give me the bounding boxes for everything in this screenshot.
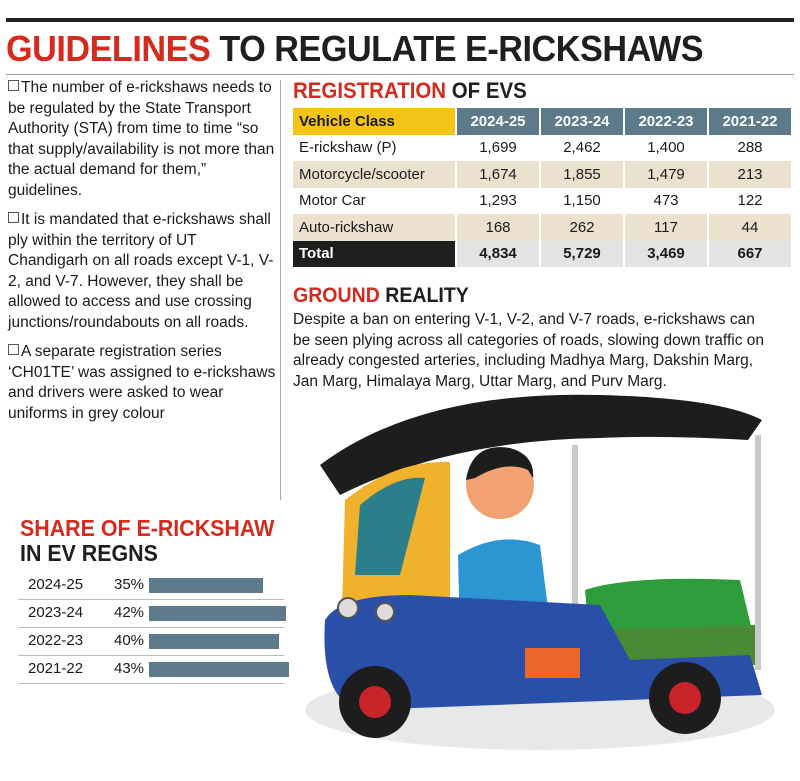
page-title: GUIDELINES TO REGULATE E-RICKSHAWS: [6, 28, 704, 70]
ground-title-dark: REALITY: [385, 284, 469, 307]
column-divider: [280, 80, 281, 500]
share-title-dark: IN EV REGNS: [20, 540, 158, 566]
registration-title-red: REGISTRATION: [293, 78, 447, 103]
bullet-text: It is mandated that e-rickshaws shall pl…: [8, 211, 274, 331]
table-cell: 168: [456, 214, 541, 241]
column-header-year: 2021-22: [708, 108, 793, 135]
column-header-year: 2023-24: [540, 108, 625, 135]
share-bar: [149, 606, 286, 621]
share-percent-label: 43%: [114, 660, 145, 677]
bullet-square-icon: [8, 212, 19, 223]
table-cell: 122: [708, 187, 793, 214]
total-cell: 5,729: [540, 240, 625, 267]
ground-title-red: GROUND: [293, 284, 380, 307]
table-row: Auto-rickshaw 168 262 117 44: [293, 214, 793, 241]
share-bar: [149, 634, 280, 649]
row-label: Motor Car: [293, 187, 457, 214]
table-cell: 288: [708, 134, 793, 161]
share-year-label: 2023-24: [28, 604, 84, 621]
title-red-part: GUIDELINES: [6, 28, 211, 69]
share-year-label: 2022-23: [28, 632, 84, 649]
share-bar: [149, 578, 263, 593]
table-cell: 1,699: [456, 134, 541, 161]
table-cell: 1,855: [540, 161, 625, 188]
share-percent-label: 35%: [114, 576, 145, 593]
table-row: Motor Car 1,293 1,150 473 122: [293, 187, 793, 214]
title-dark-part: TO REGULATE E-RICKSHAWS: [219, 28, 704, 69]
share-section-title: SHARE OF E-RICKSHAW IN EV REGNS: [20, 516, 274, 566]
table-cell: 473: [624, 187, 709, 214]
table-cell: 213: [708, 161, 793, 188]
share-percent-label: 40%: [114, 632, 145, 649]
share-percent-label: 42%: [114, 604, 145, 621]
share-bar-chart: 2024-25 35% 2023-24 42% 2022-23 40% 2021-22 43%: [18, 572, 289, 684]
registration-table: Vehicle Class 2024-25 2023-24 2022-23 2021-2…: [293, 108, 793, 267]
bullet-text: The number of e-rickshaws needs to be re…: [8, 79, 275, 199]
total-cell: 667: [708, 240, 793, 267]
total-cell: 4,834: [456, 240, 541, 267]
row-label: Auto-rickshaw: [293, 214, 457, 241]
row-label: Motorcycle/scooter: [293, 161, 457, 188]
share-bar: [149, 662, 289, 677]
table-body: E-rickshaw (P) 1,699 2,462 1,400 288 Motorcyc…: [293, 134, 793, 267]
column-header-vehicle-class: Vehicle Class: [293, 108, 457, 135]
bullet-text: A separate registration series ‘CH01TE’ …: [8, 343, 276, 422]
title-rule: [6, 74, 794, 75]
share-title-red: SHARE OF E-RICKSHAW: [20, 515, 275, 541]
share-row: 2022-23 40%: [18, 628, 284, 656]
table-cell: 1,400: [624, 134, 709, 161]
table-cell: 1,479: [624, 161, 709, 188]
share-row: 2021-22 43%: [18, 656, 289, 684]
registration-section-title: REGISTRATION OF EVS: [293, 78, 527, 104]
bullet-square-icon: [8, 80, 19, 91]
table-cell: 262: [540, 214, 625, 241]
guideline-bullet: The number of e-rickshaws needs to be re…: [8, 78, 276, 201]
table-cell: 1,293: [456, 187, 541, 214]
table-cell: 117: [624, 214, 709, 241]
row-label: E-rickshaw (P): [293, 134, 457, 161]
table-cell: 1,150: [540, 187, 625, 214]
registration-title-dark: OF EVS: [451, 78, 527, 103]
table-cell: 2,462: [540, 134, 625, 161]
top-rule: [6, 18, 794, 22]
total-row: Total 4,834 5,729 3,469 667: [293, 240, 793, 267]
e-rickshaw-illustration: [305, 394, 775, 750]
table-cell: 44: [708, 214, 793, 241]
total-cell: 3,469: [624, 240, 709, 267]
ground-reality-text: Despite a ban on entering V-1, V-2, and …: [293, 311, 765, 390]
table-header-row: Vehicle Class 2024-25 2023-24 2022-23 2021-2…: [293, 108, 793, 135]
guideline-bullet: It is mandated that e-rickshaws shall pl…: [8, 210, 276, 333]
total-label: Total: [293, 240, 457, 267]
column-header-year: 2022-23: [624, 108, 709, 135]
guidelines-column: The number of e-rickshaws needs to be re…: [8, 78, 276, 433]
share-row: 2023-24 42%: [18, 600, 286, 628]
guideline-bullet: A separate registration series ‘CH01TE’ …: [8, 342, 276, 424]
share-year-label: 2021-22: [28, 660, 84, 677]
table-row: E-rickshaw (P) 1,699 2,462 1,400 288: [293, 134, 793, 161]
column-header-year: 2024-25: [456, 108, 541, 135]
share-year-label: 2024-25: [28, 576, 84, 593]
share-row: 2024-25 35%: [18, 572, 284, 600]
bullet-square-icon: [8, 344, 19, 355]
table-row: Motorcycle/scooter 1,674 1,855 1,479 213: [293, 161, 793, 188]
ground-section-title: GROUND REALITY: [293, 283, 469, 309]
table-cell: 1,674: [456, 161, 541, 188]
